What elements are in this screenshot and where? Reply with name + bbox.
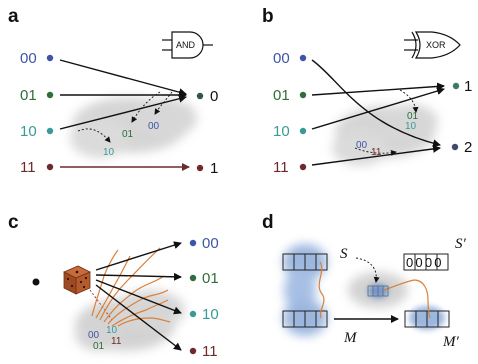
panel-b-dot-01 [299, 91, 307, 99]
panel-c-arrow-01 [95, 272, 182, 281]
panel-a-output-1: 1 [210, 160, 218, 177]
panel-c-arrow-10 [95, 279, 182, 315]
panel-b-arrow-01 [311, 82, 445, 96]
panel-c-arrows [95, 241, 182, 351]
register-s-prime [403, 253, 449, 271]
panel-b-input-10: 10 [273, 123, 290, 140]
panel-a-output-dot-1 [196, 164, 204, 172]
panel-a-blob [70, 97, 197, 158]
panel-c-output-dot-01 [189, 274, 197, 282]
panel-a-dotted-10 [77, 128, 111, 143]
panel-b-arrow-10 [311, 87, 445, 130]
panel-a-blob-label-01: 01 [122, 129, 134, 140]
xor-gate-label: XOR [426, 40, 446, 50]
panel-a-input-01: 01 [20, 87, 37, 104]
panel-d-dotted-s [355, 257, 380, 283]
panel-c-output-10: 10 [202, 306, 219, 323]
panel-a-blob-label-10: 10 [103, 147, 115, 158]
panel-b-blob-label-01: 01 [407, 111, 419, 122]
register-s-prime-value: 0000 [406, 255, 444, 270]
register-s [282, 253, 328, 271]
panel-b-arrow-00 [311, 59, 441, 148]
panel-d-label-m-prime: M′ [442, 334, 459, 350]
and-gate-icon: AND [162, 31, 213, 59]
panel-b-arrow-11 [311, 144, 441, 166]
panel-a-dot-01 [46, 91, 54, 99]
panel-b-label: b [262, 6, 274, 27]
panel-b-output-dot-1 [452, 82, 460, 90]
register-m [282, 310, 328, 328]
panel-d-label-s-prime: S′ [455, 236, 467, 252]
panel-c-blob-label-00: 00 [88, 330, 100, 341]
panel-a-input-00: 00 [20, 50, 37, 67]
panel-c-output-00: 00 [202, 235, 219, 252]
register-m-prime [404, 310, 450, 328]
panel-b-blob-label-10: 10 [405, 121, 417, 132]
panel-b-input-11: 11 [273, 159, 289, 176]
panel-b-blob-label-11: 11 [371, 147, 382, 158]
panel-a-dot-00 [46, 54, 54, 62]
panel-c-label: c [8, 212, 19, 233]
panel-d-orange-wire-left [318, 261, 325, 319]
panel-c-source-dot [32, 278, 40, 286]
panel-a-blob-label-00: 00 [148, 121, 160, 132]
panel-a-dot-10 [46, 127, 54, 135]
panel-c-output-11: 11 [202, 343, 218, 360]
panel-b-dot-11 [299, 163, 307, 171]
panel-c-output-01: 01 [202, 270, 219, 287]
panel-d-label-s: S [340, 246, 348, 262]
panel-c-blob-label-10: 10 [106, 325, 118, 336]
dice-icon [63, 265, 91, 295]
panel-a-output-dot-0 [196, 92, 204, 100]
panel-a-output-0: 0 [210, 88, 218, 105]
and-gate-label: AND [176, 40, 196, 50]
panel-c-blob-label-01: 01 [93, 341, 105, 352]
panel-c-arrow-11 [95, 284, 182, 351]
panel-b-output-dot-2 [451, 143, 459, 151]
panel-c-blob-label-11: 11 [111, 336, 122, 347]
panel-a-dot-11 [46, 163, 54, 171]
panel-b-input-01: 01 [273, 87, 290, 104]
panel-c-arrow-00 [95, 241, 182, 271]
panel-c-output-dot-11 [189, 347, 197, 355]
panel-a-input-10: 10 [20, 123, 37, 140]
xor-gate-icon: XOR [404, 31, 461, 59]
panel-b-output-2: 2 [464, 139, 472, 156]
panel-d: d [262, 212, 467, 350]
panel-c-output-dot-10 [189, 310, 197, 318]
panel-a-dotted-01 [131, 91, 161, 123]
panel-b-dot-10 [299, 127, 307, 135]
panel-c-output-dot-00 [189, 239, 197, 247]
panel-c-orange-paths [91, 247, 171, 327]
panel-a-label: a [8, 6, 19, 27]
panel-a: a AND 00 01 10 11 0 1 [8, 6, 218, 177]
panel-c: c [8, 212, 219, 360]
panel-a-arrow-00 [59, 59, 187, 97]
panel-b: b XOR 00 01 10 11 1 2 [262, 6, 472, 176]
panel-a-arrow-10 [59, 94, 187, 130]
panel-b-dot-00 [299, 54, 307, 62]
panel-a-dotted-00 [154, 91, 173, 115]
panel-d-register-mini [367, 285, 389, 297]
panel-d-label-m: M [343, 330, 358, 346]
panel-d-label: d [262, 212, 274, 233]
panel-b-output-1: 1 [464, 78, 472, 95]
panel-b-blob-label-00: 00 [356, 140, 368, 151]
panel-d-orange-wire-right [383, 279, 431, 319]
panel-b-input-00: 00 [273, 50, 290, 67]
panel-b-blob [332, 104, 438, 166]
panel-a-input-11: 11 [20, 159, 36, 176]
